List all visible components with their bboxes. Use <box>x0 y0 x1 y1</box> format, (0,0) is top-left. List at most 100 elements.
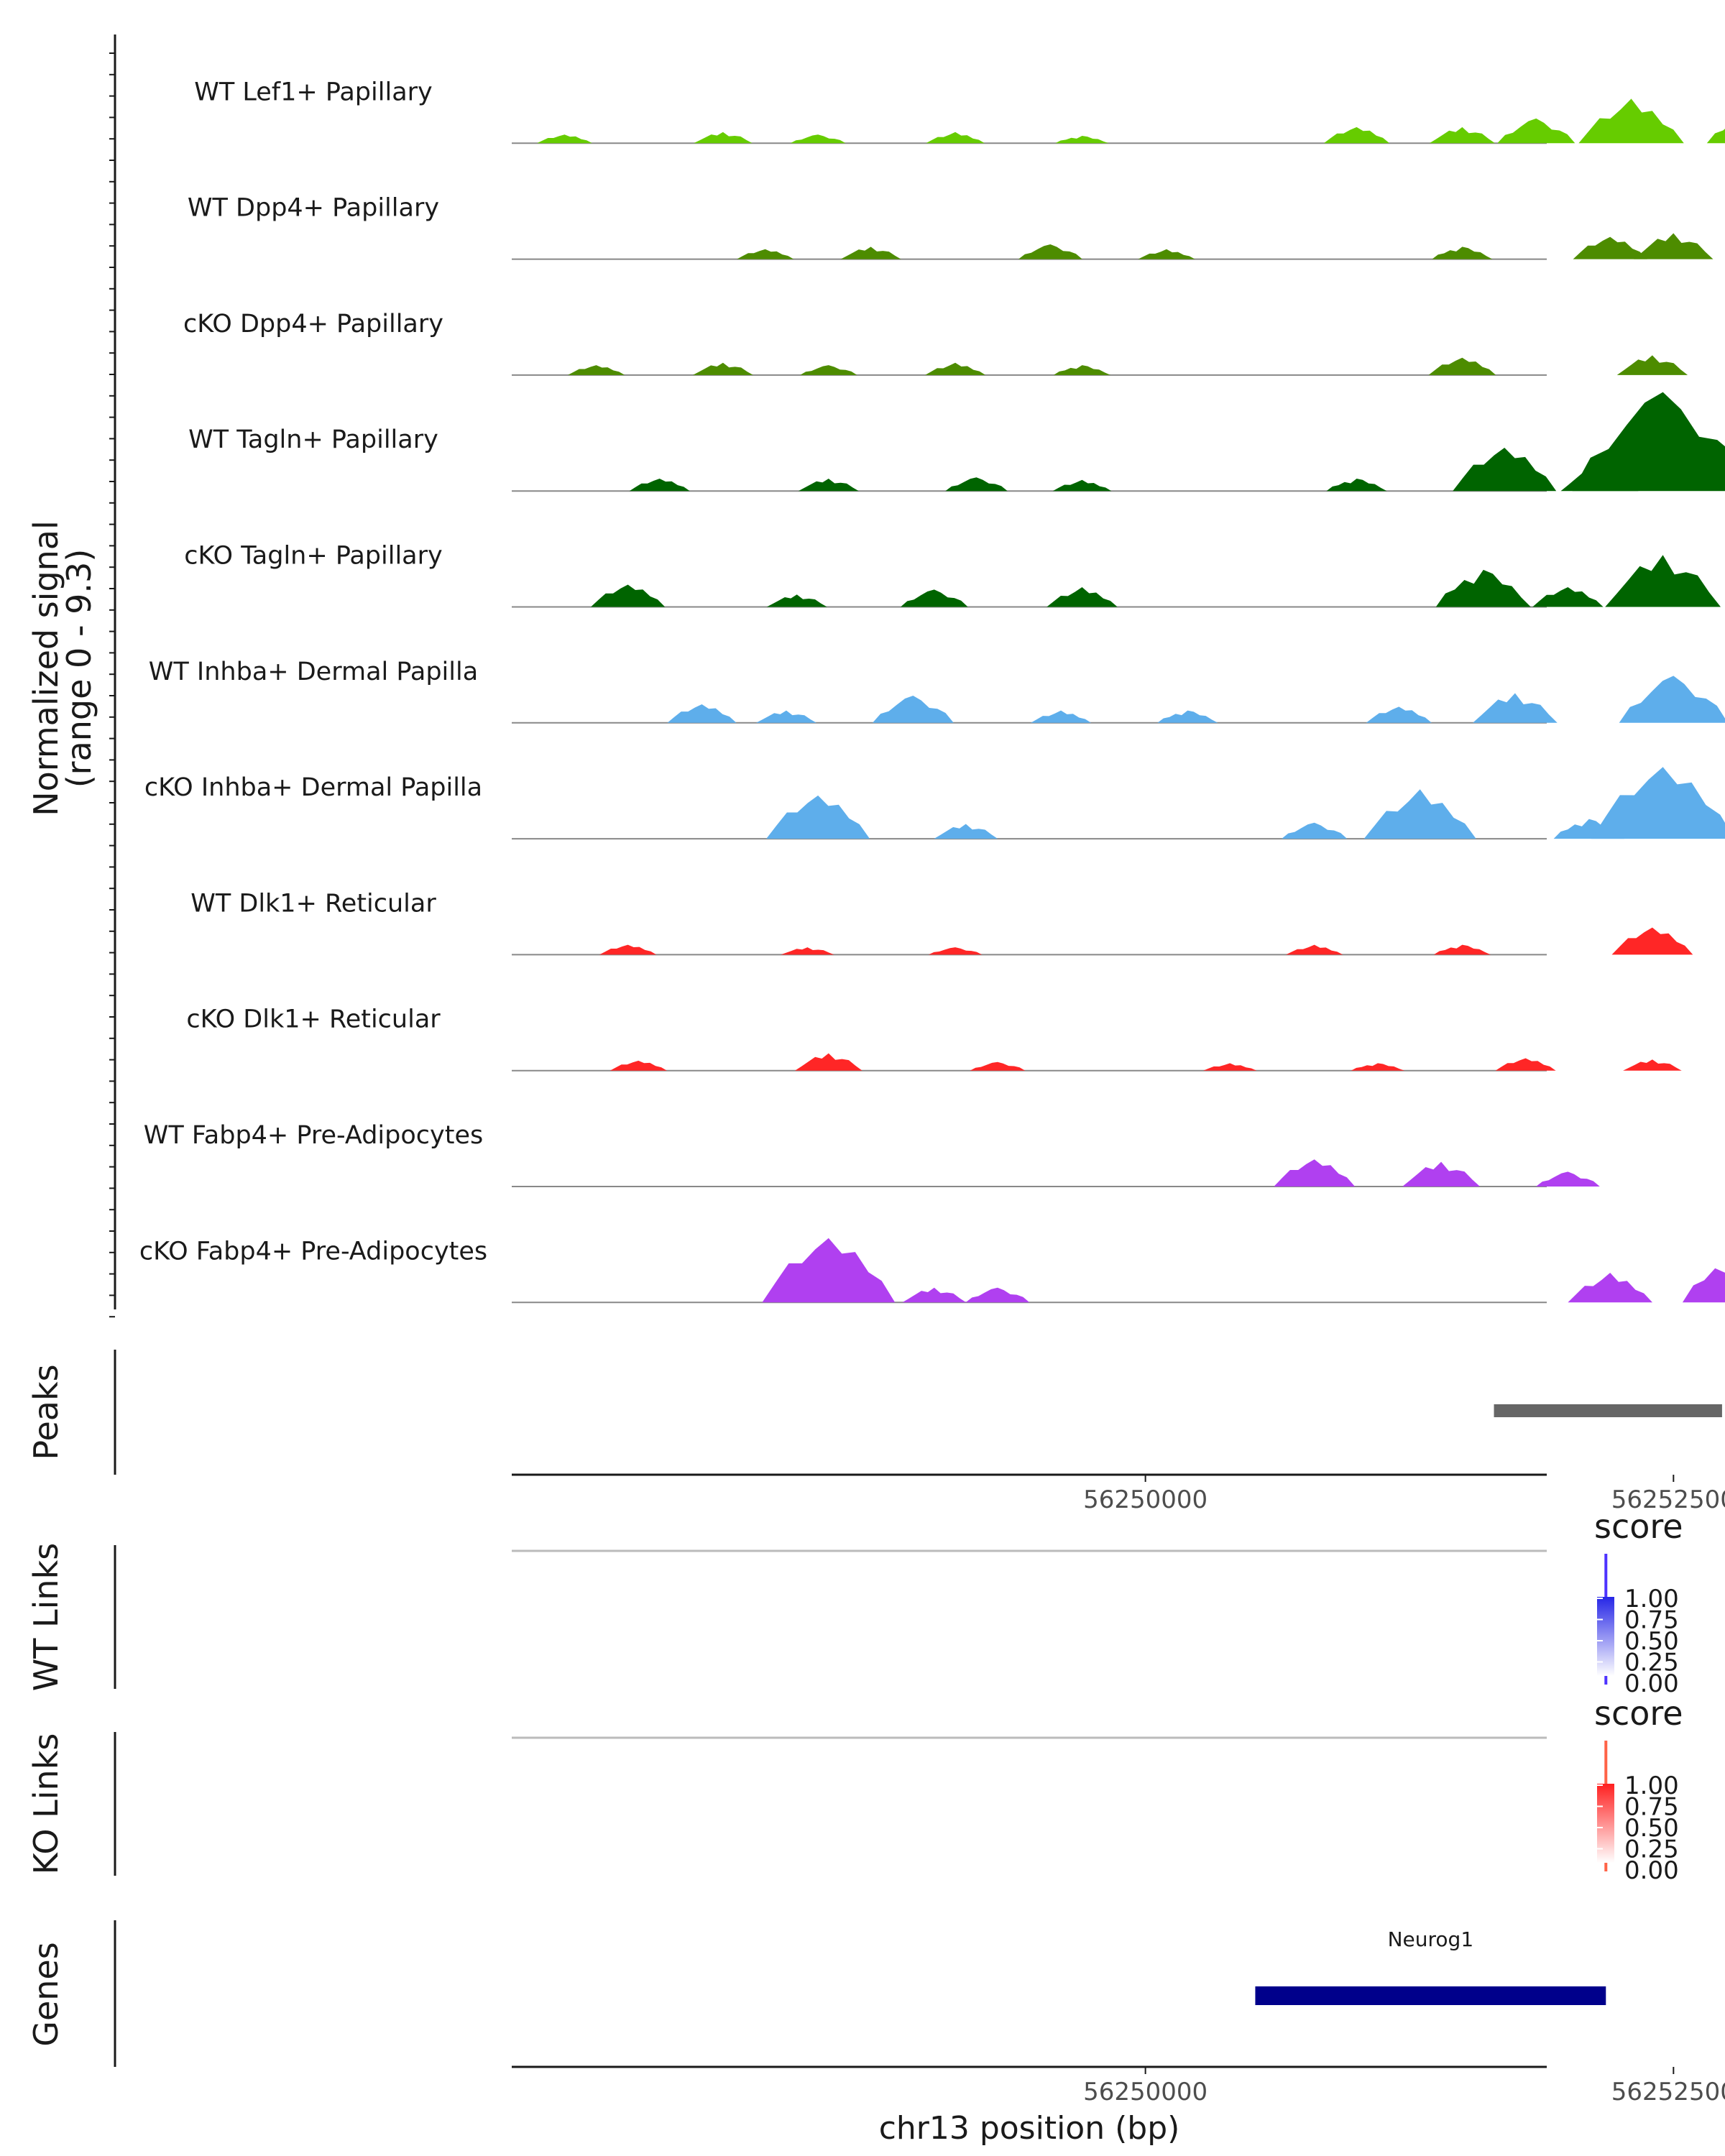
coverage-peak <box>902 1287 967 1303</box>
coverage-peak <box>1052 479 1112 492</box>
track-label: cKO Tagln+ Papillary <box>184 542 443 571</box>
coverage-peak <box>766 795 870 839</box>
track-label: WT Inhba+ Dermal Papilla <box>149 658 478 686</box>
coverage-peak <box>1433 944 1491 955</box>
track-label: WT Tagln+ Papillary <box>188 425 438 454</box>
coverage-peak <box>1532 587 1604 607</box>
track-label: WT Fabp4+ Pre-Adipocytes <box>144 1121 483 1150</box>
coverage-peak <box>925 362 986 375</box>
coverage-peak <box>1591 767 1725 839</box>
coverage-peak <box>1536 1171 1600 1187</box>
legend-colorbar <box>1597 1597 1614 1676</box>
peaks-title: Peaks <box>27 1364 65 1460</box>
x-tick-label: 56250000 <box>1083 2078 1208 2106</box>
coverage-peak <box>1497 118 1576 144</box>
coverage-ylabel-2: (range 0 - 9.3) <box>60 549 98 788</box>
coverage-peak <box>766 594 827 607</box>
coverage-peak <box>1203 1063 1257 1071</box>
coverage-track: cKO Fabp4+ Pre-Adipocytes <box>139 1237 1725 1304</box>
coverage-peak <box>1429 126 1495 144</box>
coverage-track: WT Tagln+ Papillary <box>188 392 1725 492</box>
coverage-track: WT Fabp4+ Pre-Adipocytes <box>144 1121 1600 1187</box>
legend-title: score <box>1594 1507 1683 1546</box>
coverage-track: cKO Inhba+ Dermal Papilla <box>144 767 1725 840</box>
coverage-track: cKO Tagln+ Papillary <box>184 542 1721 608</box>
links-title: KO Links <box>27 1733 65 1875</box>
track-label: cKO Dlk1+ Reticular <box>186 1005 441 1034</box>
links-panel: KO Links score 1.000.750.500.250.00 <box>27 1694 1683 1885</box>
coverage-peak <box>1286 944 1343 955</box>
coverage-peak <box>1473 693 1558 723</box>
coverage-peak <box>1616 355 1688 375</box>
coverage-track: cKO Dpp4+ Papillary <box>183 310 1688 376</box>
coverage-peak <box>1578 98 1684 144</box>
coverage-peak <box>537 134 592 144</box>
gene-name: Neurog1 <box>1388 1927 1474 1951</box>
coverage-peak <box>1432 247 1493 259</box>
coverage-peak <box>800 365 857 375</box>
coverage-peak <box>1453 448 1557 492</box>
coverage-peak <box>1018 244 1082 259</box>
coverage-peak <box>781 947 834 955</box>
coverage-ylabel-1: Normalized signal <box>27 520 65 816</box>
coverage-panel: WT Lef1+ Papillary WT Dpp4+ Papillary cKO … <box>27 34 1725 1318</box>
coverage-peak <box>1619 676 1725 723</box>
coverage-peak <box>1031 710 1092 723</box>
legend-tick-label: 0.25 <box>1624 1649 1679 1677</box>
coverage-peak <box>1611 927 1693 955</box>
coverage-peak <box>965 1287 1030 1303</box>
coverage-peak <box>1573 236 1647 259</box>
coverage-peak <box>790 134 846 144</box>
coverage-peak <box>926 132 985 144</box>
coverage-peak <box>1326 479 1387 492</box>
track-label: cKO Fabp4+ Pre-Adipocytes <box>139 1237 487 1266</box>
coverage-peak <box>795 1053 862 1071</box>
coverage-peak <box>1138 249 1195 259</box>
coverage-peak <box>873 696 954 723</box>
coverage-peak <box>1435 569 1531 607</box>
coverage-peak <box>1572 392 1725 492</box>
legend-colorbar <box>1597 1784 1614 1863</box>
coverage-peak <box>599 944 657 955</box>
coverage-peak <box>1623 1059 1682 1071</box>
track-label: WT Lef1+ Papillary <box>194 78 433 106</box>
x-axis-title: chr13 position (bp) <box>879 2110 1180 2147</box>
gene-body <box>1255 1986 1606 2005</box>
coverage-peak <box>1363 789 1476 839</box>
coverage-peak <box>1634 233 1714 259</box>
coverage-peak <box>934 824 998 839</box>
coverage-peak <box>1402 1161 1481 1187</box>
legend-tick-label: 0.00 <box>1624 1856 1679 1885</box>
legend-tick-label: 0.00 <box>1624 1669 1679 1698</box>
genes-panel: Genes Neurog1 56250000 56252500 chr13 positi… <box>27 1920 1725 2147</box>
coverage-track: WT Dpp4+ Papillary <box>188 194 1714 260</box>
coverage-peak <box>970 1061 1026 1071</box>
legend-tick-label: 0.75 <box>1624 1606 1679 1635</box>
coverage-peak <box>840 247 901 259</box>
coverage-track: WT Inhba+ Dermal Papilla <box>149 658 1725 724</box>
peaks-panel: Peaks 56250000 56252500 <box>27 1350 1725 1514</box>
links-panel: WT Links score 1.000.750.500.250.00 <box>27 1507 1683 1698</box>
coverage-peak <box>610 1060 667 1071</box>
x-tick-label: 56252500 <box>1611 2078 1725 2106</box>
coverage-peak <box>1157 710 1218 723</box>
coverage-peak <box>928 947 983 955</box>
coverage-peak <box>756 710 816 723</box>
x-tick-label: 56252500 <box>1611 1485 1725 1514</box>
legend-tick-label: 0.75 <box>1624 1793 1679 1822</box>
coverage-peak <box>1706 129 1725 144</box>
coverage-peak <box>762 1238 896 1303</box>
coverage-peak <box>1366 706 1432 723</box>
coverage-peak <box>1428 357 1496 375</box>
coverage-peak <box>1282 822 1348 839</box>
coverage-peak <box>1495 1058 1556 1071</box>
coverage-peak <box>945 477 1008 492</box>
coverage-peak <box>629 479 690 492</box>
coverage-peak <box>1323 126 1390 144</box>
coverage-peak <box>591 584 666 607</box>
coverage-peak <box>568 365 625 375</box>
coverage-track: WT Lef1+ Papillary <box>194 78 1725 144</box>
coverage-peak <box>1053 365 1111 375</box>
coverage-peak <box>694 132 753 144</box>
